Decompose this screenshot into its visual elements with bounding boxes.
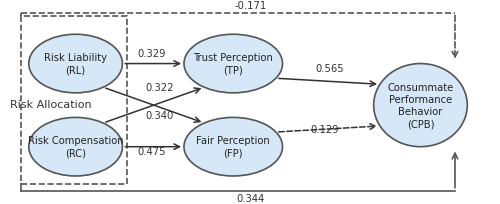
Text: 0.322: 0.322 bbox=[145, 83, 174, 93]
Ellipse shape bbox=[374, 64, 468, 147]
Text: 0.329: 0.329 bbox=[138, 49, 166, 59]
Text: 0.129: 0.129 bbox=[310, 124, 338, 134]
Text: 0.340: 0.340 bbox=[145, 110, 174, 120]
Text: 0.565: 0.565 bbox=[315, 64, 344, 74]
Text: Consummate
Performance
Behavior
(CPB): Consummate Performance Behavior (CPB) bbox=[388, 82, 454, 129]
Ellipse shape bbox=[29, 35, 122, 93]
Text: Risk Liability
(RL): Risk Liability (RL) bbox=[44, 53, 107, 75]
Ellipse shape bbox=[29, 118, 122, 176]
Ellipse shape bbox=[184, 118, 282, 176]
Text: Fair Perception
(FP): Fair Perception (FP) bbox=[196, 136, 270, 158]
Text: 0.344: 0.344 bbox=[236, 193, 264, 203]
Text: 0.475: 0.475 bbox=[138, 147, 166, 157]
Text: Risk Allocation: Risk Allocation bbox=[10, 100, 92, 110]
Ellipse shape bbox=[184, 35, 282, 93]
Text: Trust Perception
(TP): Trust Perception (TP) bbox=[194, 53, 273, 75]
Text: Risk Compensation
(RC): Risk Compensation (RC) bbox=[28, 136, 124, 158]
Text: -0.171: -0.171 bbox=[234, 1, 266, 11]
